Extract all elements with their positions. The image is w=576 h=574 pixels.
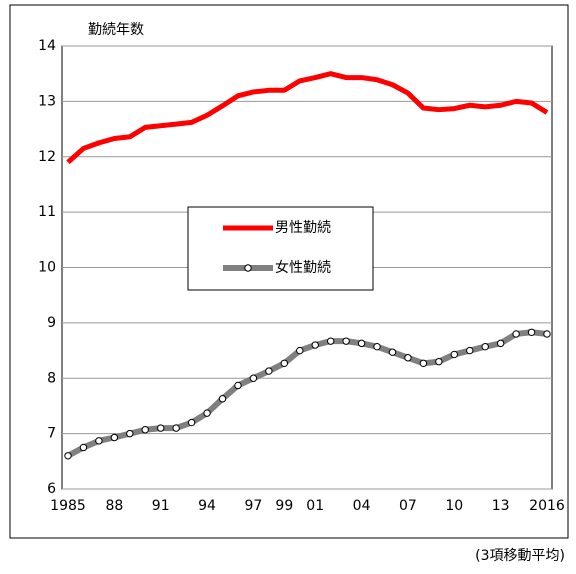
data-point (543, 330, 551, 338)
y-axis-label: 勤続年数 (88, 21, 144, 38)
data-point (527, 328, 536, 336)
data-point (450, 350, 458, 359)
data-point (157, 424, 165, 432)
x-tick-label: 1985 (50, 498, 86, 514)
data-point (141, 426, 149, 434)
data-point (280, 359, 289, 367)
x-tick-label: 91 (152, 498, 170, 514)
data-point (79, 443, 88, 452)
y-tick-label: 10 (38, 260, 56, 276)
x-tick-label: 99 (275, 498, 293, 514)
series-line (66, 329, 548, 459)
data-point (234, 381, 242, 390)
chart-frame (9, 4, 569, 539)
data-point (419, 359, 428, 367)
data-point (126, 429, 134, 438)
data-point (373, 342, 381, 351)
data-point (512, 330, 520, 338)
x-tick-label: 10 (445, 498, 463, 514)
data-point (466, 346, 474, 355)
y-tick-label: 12 (38, 149, 56, 165)
x-tick-label: 2016 (529, 498, 565, 514)
data-point (326, 337, 335, 345)
x-tick-label: 01 (306, 498, 324, 514)
data-point (64, 452, 72, 460)
y-tick-label: 11 (38, 204, 56, 220)
y-tick-label: 6 (47, 481, 56, 497)
legend-label: 女性勤続 (275, 259, 331, 276)
y-tick-label: 9 (47, 315, 56, 331)
data-point (172, 424, 180, 432)
data-point (404, 354, 412, 362)
y-tick-label: 14 (38, 38, 56, 54)
legend-marker (244, 264, 252, 272)
data-point (249, 374, 258, 382)
legend-label: 男性勤続 (275, 219, 331, 236)
data-point (265, 367, 273, 375)
legend-box (187, 206, 374, 291)
data-point (187, 418, 196, 427)
series-line (66, 71, 549, 165)
y-tick-label: 8 (47, 370, 56, 386)
data-point (388, 348, 397, 356)
y-tick-label: 13 (38, 93, 56, 109)
data-point (95, 437, 103, 445)
x-tick-label: 88 (105, 498, 123, 514)
note: (3項移動平均) (475, 548, 565, 564)
data-point (357, 339, 366, 348)
data-point (203, 409, 211, 417)
data-point (110, 433, 119, 442)
x-tick-label: 94 (198, 498, 216, 514)
data-point (481, 342, 489, 351)
data-point (435, 357, 443, 366)
y-tick-label: 7 (47, 426, 56, 442)
data-point (496, 339, 505, 348)
data-point (342, 337, 350, 345)
x-tick-label: 13 (492, 498, 510, 514)
data-point (296, 346, 304, 355)
data-point (218, 395, 227, 403)
data-point (311, 341, 319, 349)
x-tick-label: 97 (245, 498, 263, 514)
x-tick-label: 04 (353, 498, 371, 514)
x-tick-label: 07 (399, 498, 417, 514)
